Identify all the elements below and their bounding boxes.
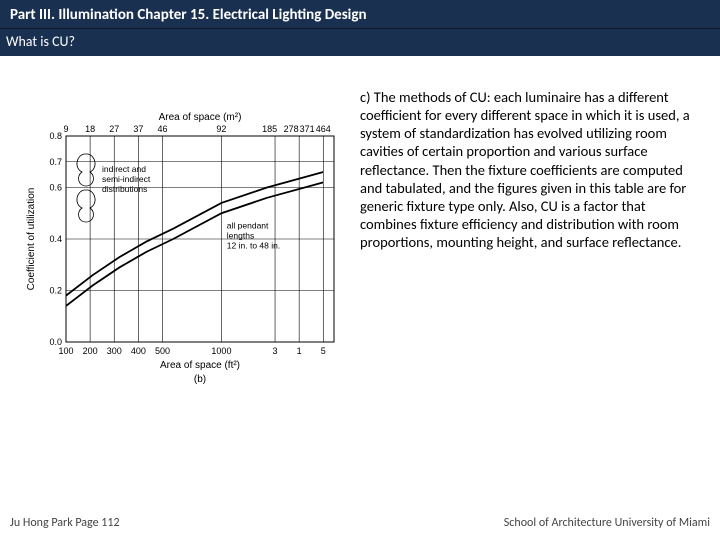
svg-text:indirect and: indirect and — [102, 164, 146, 174]
svg-text:200: 200 — [83, 346, 98, 356]
svg-text:278: 278 — [284, 124, 299, 134]
svg-text:0.4: 0.4 — [49, 234, 62, 244]
svg-text:92: 92 — [216, 124, 226, 134]
svg-text:300: 300 — [107, 346, 122, 356]
svg-text:18: 18 — [85, 124, 95, 134]
chart-column: 0.00.20.40.60.70.81002003004005001000315… — [22, 86, 342, 386]
svg-text:100: 100 — [58, 346, 73, 356]
page-subtitle: What is CU? — [6, 33, 710, 50]
cu-chart: 0.00.20.40.60.70.81002003004005001000315… — [22, 106, 342, 386]
svg-text:5: 5 — [321, 346, 326, 356]
svg-text:0.2: 0.2 — [49, 286, 62, 296]
svg-text:12 in. to 48 in.: 12 in. to 48 in. — [227, 241, 280, 251]
footer: Ju Hong Park Page 112 School of Architec… — [10, 516, 710, 530]
svg-text:1: 1 — [297, 346, 302, 356]
svg-text:185: 185 — [262, 124, 277, 134]
svg-text:3: 3 — [273, 346, 278, 356]
svg-text:0.6: 0.6 — [49, 183, 62, 193]
svg-text:distributions: distributions — [102, 184, 147, 194]
svg-text:371: 371 — [300, 124, 315, 134]
svg-text:Area of space (m²): Area of space (m²) — [159, 112, 242, 123]
subheader-bar: What is CU? — [0, 29, 720, 56]
svg-text:9: 9 — [63, 124, 68, 134]
body-paragraph: c) The methods of CU: each luminaire has… — [360, 86, 698, 386]
svg-text:37: 37 — [133, 124, 143, 134]
svg-text:lengths: lengths — [227, 231, 254, 241]
svg-text:46: 46 — [157, 124, 167, 134]
svg-text:1000: 1000 — [211, 346, 231, 356]
svg-text:all pendant: all pendant — [227, 221, 269, 231]
svg-text:27: 27 — [109, 124, 119, 134]
svg-text:Area of space (ft²): Area of space (ft²) — [160, 360, 240, 371]
footer-right: School of Architecture University of Mia… — [504, 516, 710, 530]
svg-text:400: 400 — [131, 346, 146, 356]
svg-text:0.7: 0.7 — [49, 157, 62, 167]
footer-left: Ju Hong Park Page 112 — [10, 516, 120, 530]
svg-text:semi-indirect: semi-indirect — [102, 174, 151, 184]
svg-text:Coefficient of utilization: Coefficient of utilization — [26, 188, 37, 291]
svg-text:464: 464 — [316, 124, 331, 134]
page-title: Part III. Illumination Chapter 15. Elect… — [10, 6, 710, 24]
svg-text:0.8: 0.8 — [49, 131, 62, 141]
svg-text:(b): (b) — [194, 374, 206, 385]
content-area: 0.00.20.40.60.70.81002003004005001000315… — [0, 56, 720, 386]
svg-text:500: 500 — [155, 346, 170, 356]
header-bar: Part III. Illumination Chapter 15. Elect… — [0, 0, 720, 29]
